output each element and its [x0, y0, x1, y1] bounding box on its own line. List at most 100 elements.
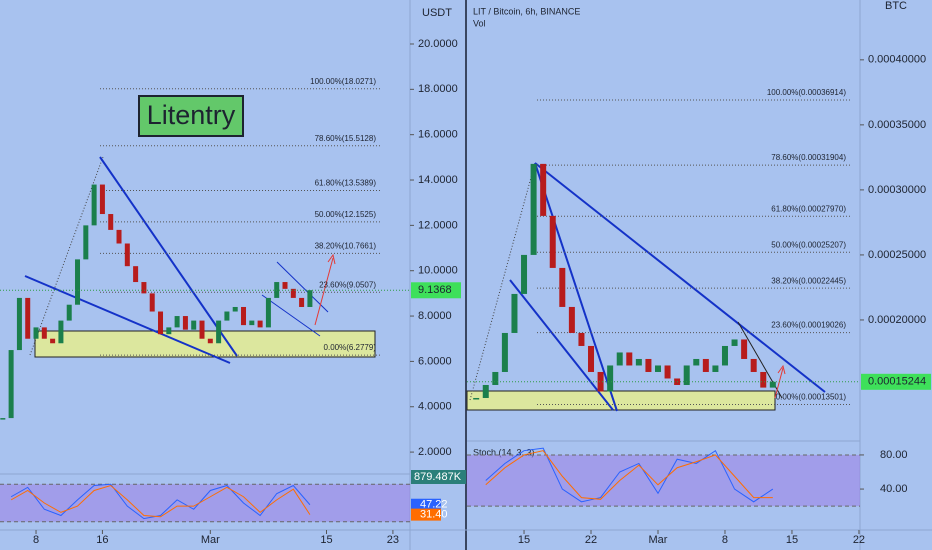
- stoch-d: [485, 450, 773, 500]
- stoch-d: [10, 484, 311, 518]
- candle: [191, 320, 197, 330]
- y-tick-label: 0.00025000: [868, 249, 926, 261]
- candle: [549, 215, 556, 268]
- fib-label: 61.80%(0.00027970): [771, 204, 846, 213]
- unit-label: USDT: [422, 7, 452, 19]
- y-tick-label: 16.0000: [418, 129, 458, 141]
- stoch-band: [0, 484, 410, 522]
- channel-line: [276, 261, 329, 313]
- fib-label: 23.60%(9.0507): [319, 280, 376, 289]
- candle: [265, 297, 271, 328]
- candle: [645, 358, 652, 372]
- candle: [149, 293, 155, 312]
- candle: [568, 306, 575, 333]
- candle: [99, 184, 105, 215]
- candle: [578, 332, 585, 346]
- candle: [492, 371, 499, 385]
- stoch-value-label: 47.22: [420, 499, 448, 511]
- candle: [33, 327, 39, 339]
- fib-label: 61.80%(13.5389): [315, 179, 377, 188]
- trend-line: [99, 156, 238, 357]
- candle: [511, 293, 518, 333]
- y-tick-label: 80.00: [880, 449, 908, 461]
- candle: [141, 282, 147, 294]
- x-tick-label: 15: [320, 534, 332, 546]
- candle: [607, 365, 614, 392]
- stoch-k: [10, 483, 311, 520]
- arrow-head: [327, 253, 336, 265]
- last-price-label: 0.00015244: [868, 376, 926, 388]
- candle: [83, 225, 89, 260]
- candle: [741, 339, 748, 359]
- last-price-label: 9.1368: [418, 284, 452, 296]
- candle: [166, 327, 172, 335]
- x-tick-label: Mar: [649, 534, 668, 546]
- candle: [133, 266, 139, 283]
- candle: [174, 316, 180, 328]
- y-tick-label: 10.0000: [418, 265, 458, 277]
- arrow: [314, 257, 334, 326]
- candle: [750, 358, 757, 372]
- fib-label: 0.00%(6.2779): [324, 343, 377, 352]
- candle: [501, 332, 508, 372]
- x-tick-label: 22: [585, 534, 597, 546]
- y-tick-label: 6.0000: [418, 355, 452, 367]
- channel-line: [261, 294, 321, 337]
- x-tick-label: 8: [33, 534, 39, 546]
- candle: [108, 214, 114, 230]
- support-zone: [466, 390, 776, 411]
- candle: [58, 320, 64, 344]
- stoch-k: [485, 447, 774, 503]
- x-tick-label: 23: [387, 534, 399, 546]
- x-tick-label: 15: [518, 534, 530, 546]
- y-tick-label: 8.0000: [418, 310, 452, 322]
- candle: [282, 282, 288, 289]
- candle: [299, 297, 305, 307]
- candle: [66, 304, 72, 321]
- candle: [16, 297, 22, 351]
- last-price-box: [861, 373, 931, 390]
- candle: [559, 267, 566, 307]
- candle: [664, 365, 671, 379]
- stoch-value-label: 31.40: [420, 509, 448, 521]
- candle: [530, 163, 537, 255]
- y-tick-label: 2.0000: [418, 446, 452, 458]
- candle: [0, 418, 6, 420]
- candle: [731, 339, 738, 346]
- candle: [216, 320, 222, 344]
- fib-label: 50.00%(12.1525): [315, 210, 377, 219]
- x-tick-label: 8: [722, 534, 728, 546]
- y-tick-label: 12.0000: [418, 219, 458, 231]
- fib-label: 38.20%(10.7661): [315, 241, 377, 250]
- stoch-value-box: [411, 508, 441, 521]
- arrow-head: [777, 364, 786, 375]
- volume-title: Vol: [473, 18, 486, 28]
- y-tick-label: 0.00040000: [868, 54, 926, 66]
- fib-swing: [29, 156, 104, 356]
- fib-swing: [469, 162, 536, 401]
- fib-label: 50.00%(0.00025207): [771, 240, 846, 249]
- candle: [290, 288, 296, 298]
- y-tick-label: 14.0000: [418, 174, 458, 186]
- candle: [307, 290, 313, 307]
- candle: [8, 350, 14, 419]
- candle: [654, 365, 661, 372]
- candle: [769, 381, 776, 388]
- candle: [158, 311, 164, 335]
- candle: [232, 306, 238, 312]
- fib-label: 100.00%(0.00036914): [767, 88, 847, 97]
- candle: [702, 358, 709, 372]
- y-tick-label: 0.00020000: [868, 314, 926, 326]
- volume-label: 879.487K: [414, 471, 462, 483]
- candle: [635, 358, 642, 366]
- fib-label: 78.60%(15.5128): [315, 134, 377, 143]
- y-tick-label: 4.0000: [418, 401, 452, 413]
- volume-box: [411, 470, 466, 484]
- candle: [91, 184, 97, 226]
- trend-line: [509, 279, 614, 411]
- y-tick-label: 18.0000: [418, 83, 458, 95]
- candle: [721, 345, 728, 366]
- candle: [25, 297, 31, 339]
- candle: [712, 365, 719, 372]
